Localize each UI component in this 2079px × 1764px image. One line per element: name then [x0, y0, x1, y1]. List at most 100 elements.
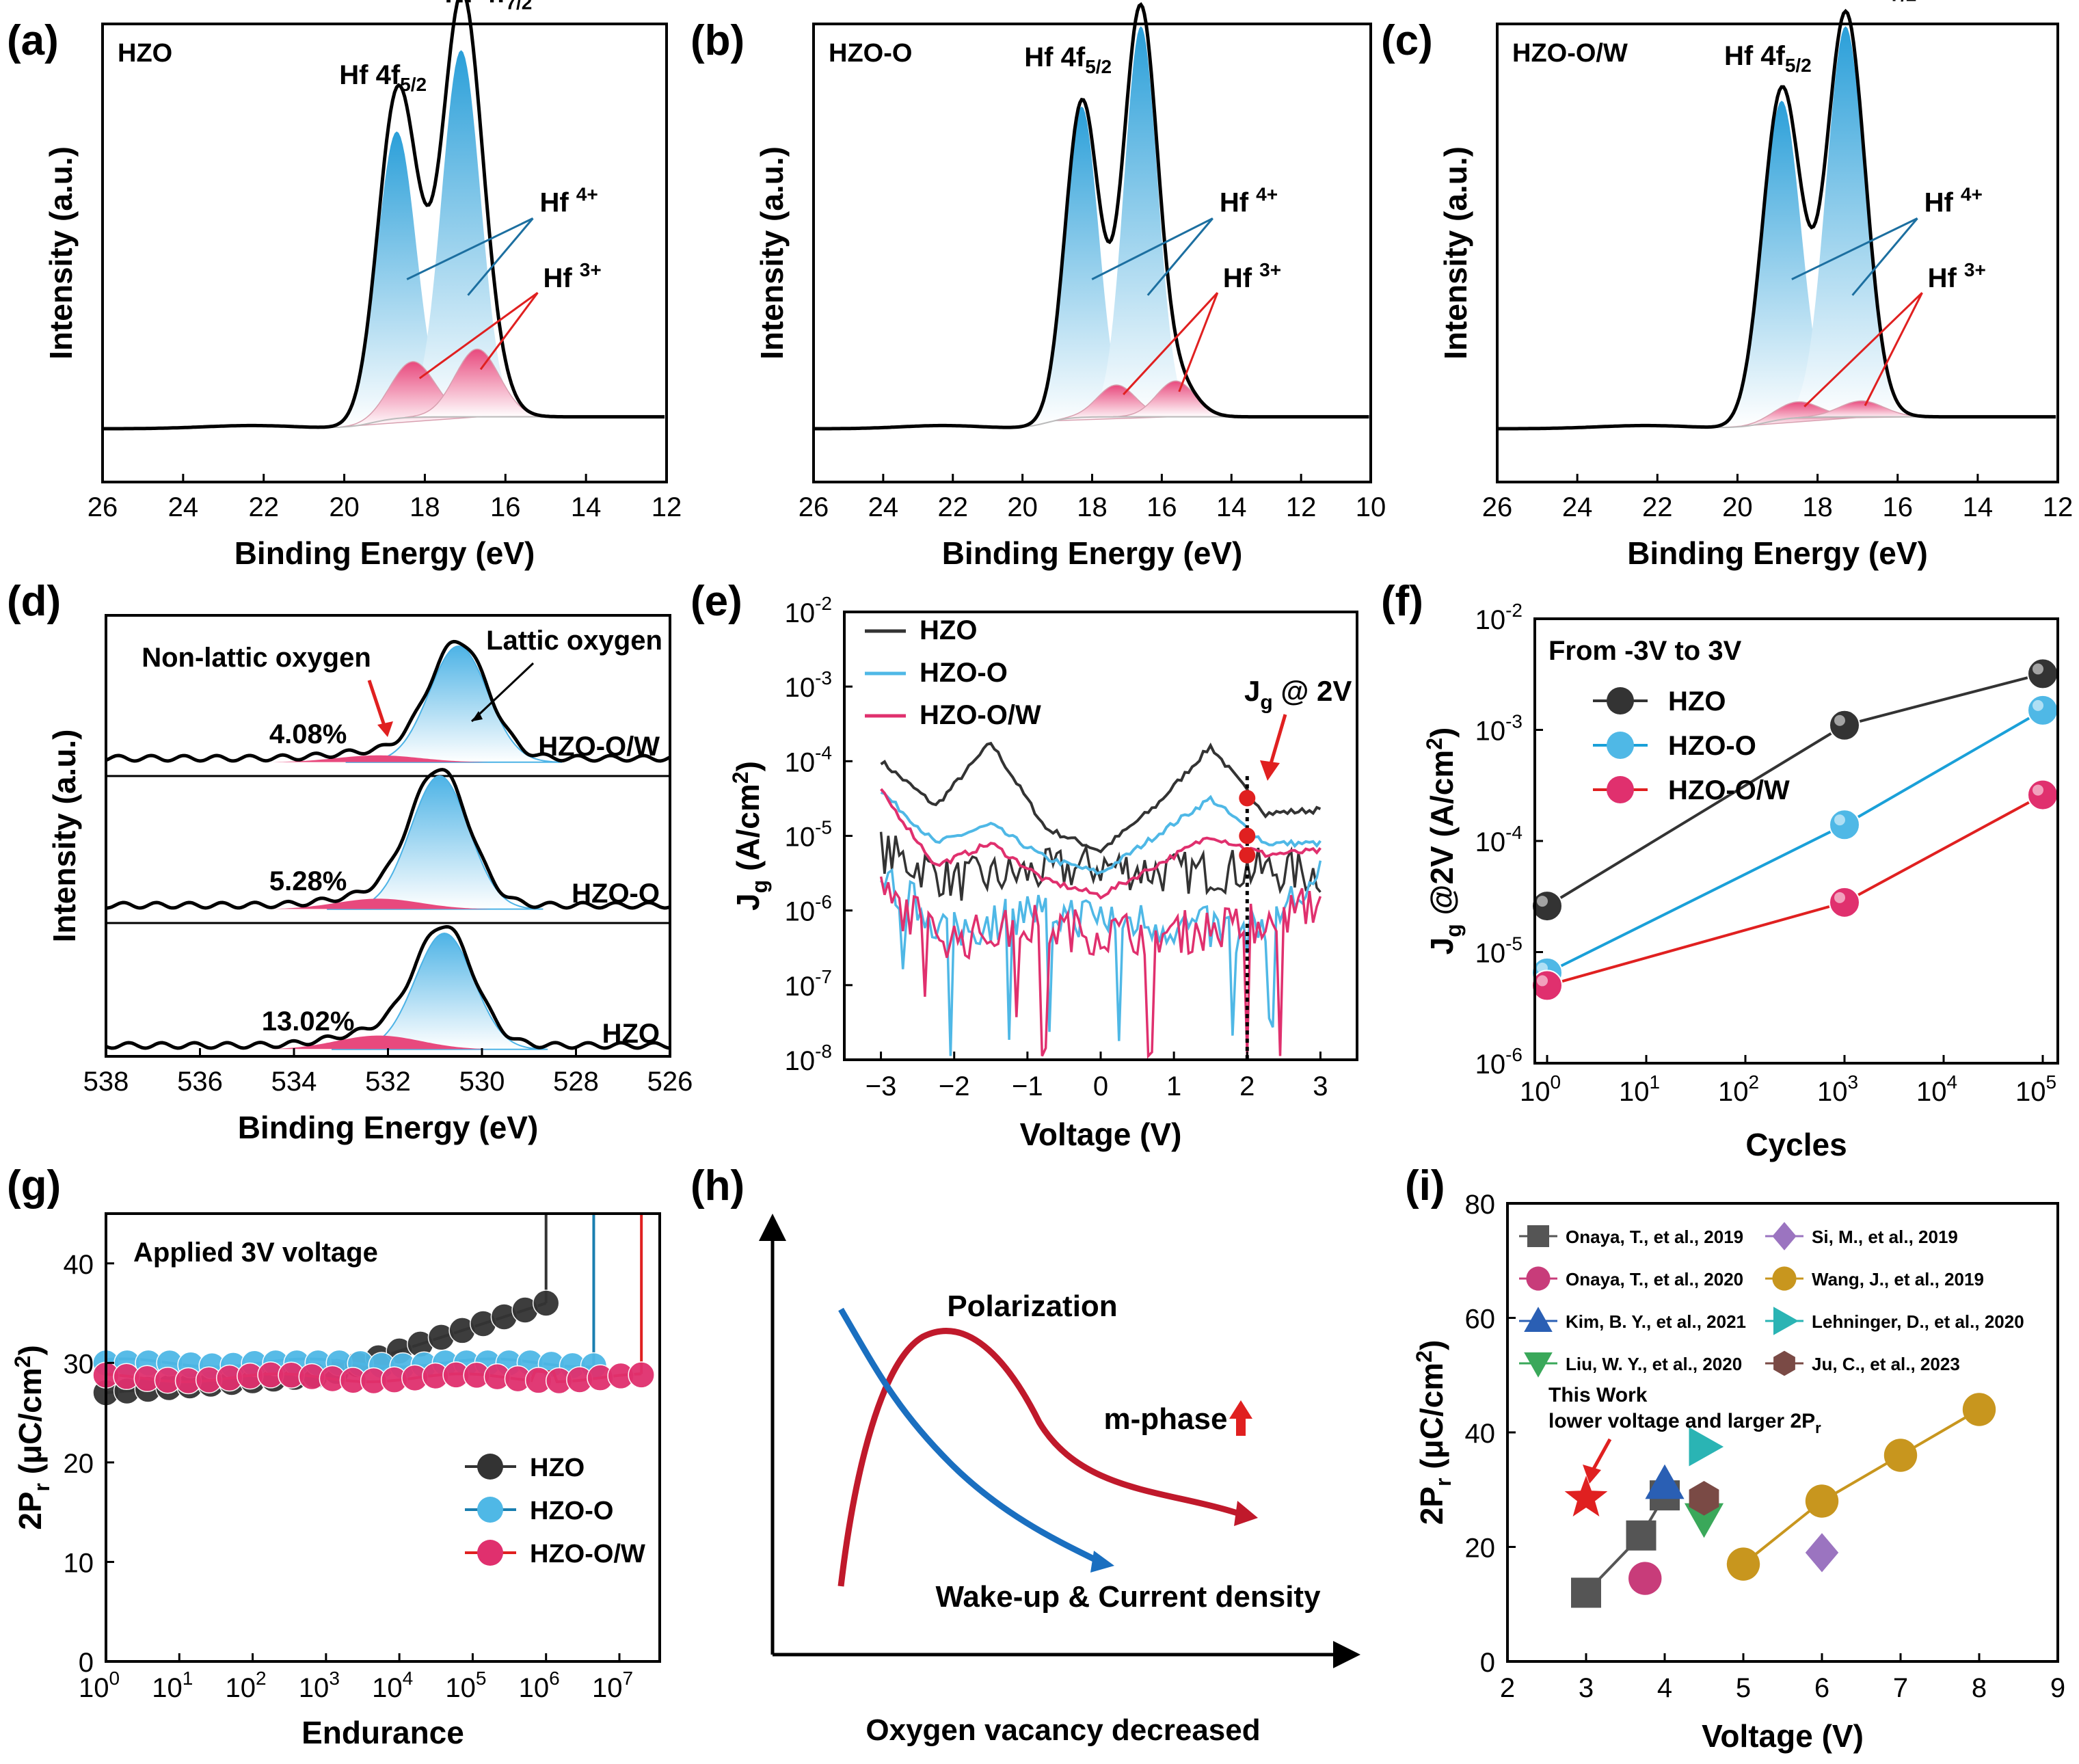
hf4-component-fill	[1025, 106, 1136, 426]
legend-label: Kim, B. Y., et al., 2021	[1566, 1311, 1746, 1332]
x-tick-label: 12	[652, 492, 682, 522]
data-point	[2027, 694, 2058, 726]
x-tick-label: 24	[168, 492, 199, 522]
x-tick-label: 14	[1216, 492, 1247, 522]
data-point-highlight	[2033, 663, 2043, 675]
x-tick-label: 14	[1963, 492, 1994, 522]
x-tick-label: 20	[329, 492, 360, 522]
x-tick-label: 26	[1482, 492, 1513, 522]
x-tick-label: 18	[1802, 492, 1833, 522]
j-at-2v-marker	[1239, 790, 1256, 807]
non-lattice-arrow	[367, 680, 388, 732]
x-tick-label: 26	[88, 492, 118, 522]
hf3-label: Hf 3+	[1928, 259, 1986, 293]
o1s-envelope	[105, 639, 671, 763]
data-point	[1829, 809, 1860, 841]
x-tick-label: 532	[365, 1067, 411, 1097]
x-tick-label: 16	[1146, 492, 1177, 522]
legend-label: HZO	[530, 1454, 585, 1482]
data-point-highlight	[1537, 975, 1548, 987]
legend-swatch-marker	[1773, 1307, 1799, 1335]
legend-swatch-marker	[477, 1454, 503, 1480]
x-tick-label: 105	[2015, 1071, 2056, 1107]
panel-label-a: (a)	[7, 17, 59, 64]
hf4-leader	[1851, 217, 1918, 296]
x-tick-label: 26	[799, 492, 829, 522]
x-tick-label: 16	[1882, 492, 1913, 522]
legend-swatch-marker	[1527, 1225, 1549, 1247]
peak-label-7-2: Hf 4f7/2	[1829, 0, 1917, 5]
x-tick-label: 2	[1239, 1071, 1255, 1101]
lattice-arrow	[470, 662, 535, 723]
x-axis-title: Binding Energy (eV)	[238, 1110, 539, 1145]
x-tick-label: 100	[1520, 1071, 1561, 1107]
y-tick-label: 20	[1465, 1534, 1496, 1564]
data-point	[1684, 1503, 1724, 1538]
legend-label: HZO-O/W	[1668, 775, 1790, 805]
y-axis-title: Intensity (a.u.)	[754, 146, 790, 360]
this-work-arrow	[1591, 1438, 1612, 1471]
hf3-leader	[1123, 292, 1218, 396]
y-tick-label: 40	[64, 1250, 94, 1280]
x-axis-title: Oxygen vacancy decreased	[866, 1713, 1260, 1747]
data-point	[1829, 709, 1860, 741]
hf3-leader	[1864, 292, 1923, 406]
o1s-envelope	[105, 924, 671, 1050]
x-axis-title: Cycles	[1745, 1127, 1847, 1162]
data-point	[1531, 970, 1563, 1002]
y-axis-arrowhead	[759, 1214, 786, 1241]
o1s-envelope	[105, 768, 671, 910]
x-tick-label: 18	[410, 492, 440, 522]
x-tick-label: 20	[1722, 492, 1753, 522]
non-lattice-oxygen-fill	[270, 1035, 492, 1050]
panel-label-g: (g)	[7, 1162, 61, 1210]
legend-swatch-marker	[1607, 732, 1634, 759]
data-point	[1689, 1427, 1724, 1467]
x-tick-label: 105	[445, 1668, 486, 1703]
x-tick-label: 5	[1736, 1673, 1751, 1703]
m-phase-label: m-phase	[1104, 1402, 1228, 1436]
data-point	[1689, 1481, 1719, 1516]
peak-label-5-2: Hf 4f5/2	[339, 60, 427, 95]
x-tick-label: 526	[647, 1067, 693, 1097]
chart-title: From -3V to 3V	[1548, 636, 1742, 666]
jv-sweep-reverse	[879, 876, 1322, 1059]
y-tick-label: 0	[1480, 1648, 1495, 1678]
legend-swatch-marker	[1524, 1307, 1553, 1332]
x-tick-label: 22	[938, 492, 969, 522]
x-tick-label: 4	[1657, 1673, 1672, 1703]
y-tick-label: 10-3	[785, 667, 832, 703]
legend-label: HZO-O	[530, 1497, 613, 1525]
x-tick-label: −1	[1012, 1071, 1043, 1101]
hf4-leader	[1146, 217, 1213, 296]
hf4-leader	[1091, 217, 1213, 280]
data-point	[1829, 886, 1860, 918]
jv-sweep-forward	[880, 741, 1322, 854]
polarization-arrowhead	[1234, 1501, 1258, 1526]
x-axis-title: Voltage (V)	[1020, 1117, 1182, 1152]
hf4-leader	[406, 217, 534, 280]
non-lattice-oxygen-fill	[270, 898, 492, 909]
y-tick-label: 60	[1465, 1305, 1496, 1335]
j-at-2v-annotation: Jg @ 2V	[1244, 675, 1352, 714]
plot-frame	[101, 23, 668, 483]
x-tick-label: 24	[868, 492, 899, 522]
x-tick-label: 3	[1579, 1673, 1594, 1703]
plot-frame	[105, 1212, 661, 1663]
data-point	[1726, 1547, 1760, 1581]
x-axis-arrowhead	[1333, 1641, 1360, 1668]
y-tick-label: 10-4	[785, 742, 832, 777]
y-tick-label: 10-7	[785, 966, 832, 1002]
non-lattice-percent: 13.02%	[262, 1006, 355, 1037]
legend-label: Onaya, T., et al., 2019	[1566, 1227, 1743, 1247]
hf4-leader	[1791, 217, 1918, 280]
panel-label-f: (f)	[1381, 578, 1423, 625]
legend-label: HZO-O	[1668, 731, 1756, 761]
data-point	[1564, 1475, 1608, 1516]
data-point	[1531, 890, 1563, 922]
y-axis-title: Intensity (a.u.)	[1438, 146, 1473, 360]
m-phase-up-arrow	[1229, 1400, 1252, 1436]
x-tick-label: 538	[83, 1067, 129, 1097]
x-axis-title: Voltage (V)	[1702, 1718, 1864, 1754]
envelope-curve	[1497, 8, 2056, 431]
